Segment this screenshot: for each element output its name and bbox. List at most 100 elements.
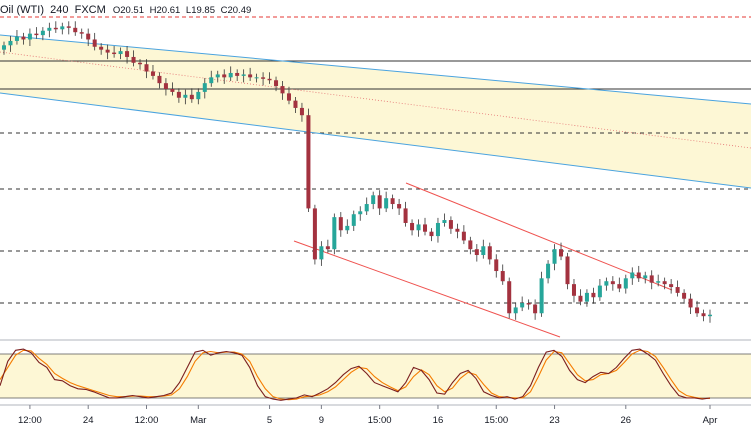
candle-body — [636, 272, 641, 279]
candle — [364, 197, 369, 215]
candle — [552, 244, 557, 271]
candle — [293, 97, 298, 114]
candle-body — [410, 222, 415, 231]
candle-body — [507, 281, 512, 314]
candle — [643, 271, 648, 284]
candle — [358, 206, 363, 221]
candle — [27, 28, 32, 47]
candle-body — [183, 94, 188, 98]
candle-body — [66, 26, 71, 28]
candle — [610, 276, 615, 291]
candle-body — [112, 52, 117, 55]
candle-body — [92, 39, 97, 47]
candle-body — [669, 284, 674, 288]
stochastic-band — [0, 354, 751, 398]
candle — [202, 78, 207, 99]
candle — [617, 277, 622, 293]
candle — [559, 242, 564, 261]
candle-body — [47, 27, 52, 31]
candle-body — [157, 75, 162, 84]
candle — [377, 190, 382, 215]
candle-body — [280, 86, 285, 94]
upper-channel-fill — [0, 35, 751, 188]
candle-body — [299, 107, 304, 116]
candle-body — [125, 51, 130, 57]
candle-body — [584, 292, 589, 302]
x-tick-label: 24 — [83, 415, 94, 426]
candle — [688, 293, 693, 314]
candle — [403, 201, 408, 227]
candle — [8, 35, 13, 52]
candle-body — [274, 80, 279, 87]
symbol-name: Oil (WTI) — [0, 4, 44, 16]
x-tick-label: 15:00 — [484, 415, 508, 426]
candle-body — [1, 45, 7, 50]
candle — [92, 32, 97, 51]
candle-body — [86, 33, 91, 40]
candle — [99, 43, 104, 55]
candle — [274, 76, 279, 92]
candle — [40, 27, 45, 41]
stochastic-oscillator — [0, 348, 711, 401]
low-value: L19.85 — [185, 5, 215, 16]
candle — [513, 302, 518, 320]
candle — [66, 21, 71, 35]
candle-body — [21, 36, 26, 40]
candle-body — [546, 263, 551, 279]
candle — [299, 102, 304, 122]
candle-body — [474, 249, 479, 256]
candle-body — [455, 228, 460, 232]
x-tick-label: 15:00 — [368, 415, 392, 426]
candle — [481, 239, 486, 259]
candle — [131, 50, 136, 67]
candle — [125, 46, 130, 64]
candle — [222, 69, 227, 84]
candle-body — [384, 198, 389, 209]
candle — [707, 309, 713, 323]
chart-header: Oil (WTI) 240 FXCM O20.51 H20.61 L19.85 … — [0, 4, 254, 16]
x-tick-label: 23 — [549, 415, 560, 426]
candle — [578, 289, 583, 306]
candle — [228, 66, 233, 81]
candle — [675, 280, 680, 297]
candle — [144, 59, 149, 79]
candle-body — [565, 256, 570, 285]
candle — [371, 191, 376, 210]
candle — [507, 277, 512, 319]
candle — [189, 88, 194, 103]
candle-body — [73, 27, 78, 33]
candle — [423, 217, 428, 236]
candle — [261, 72, 266, 86]
candle-body — [325, 246, 330, 250]
candle-body — [403, 208, 408, 223]
candle-body — [682, 292, 687, 299]
candle-body — [571, 284, 576, 296]
candle — [254, 73, 259, 83]
candle — [345, 219, 350, 234]
candle — [53, 21, 58, 33]
candle — [520, 296, 525, 312]
candle-body — [513, 307, 518, 314]
candle — [656, 274, 661, 287]
candle-body — [40, 30, 45, 36]
candle-body — [118, 51, 123, 55]
candle-body — [500, 271, 505, 282]
candle — [86, 28, 91, 47]
candle-body — [364, 204, 369, 212]
candle-body — [286, 93, 291, 101]
candle — [338, 212, 343, 237]
x-tick-label: 26 — [621, 415, 632, 426]
candle-body — [150, 71, 155, 76]
candle — [416, 219, 421, 237]
candle — [79, 28, 84, 39]
candle-body — [261, 77, 266, 79]
candle-body — [520, 303, 525, 308]
candle-body — [526, 303, 531, 305]
high-value: H20.61 — [149, 5, 181, 16]
candle-body — [617, 284, 622, 289]
candle-body — [105, 49, 110, 53]
candle-body — [215, 74, 220, 78]
candle — [1, 41, 7, 55]
candle-body — [267, 78, 272, 81]
candle-body — [351, 214, 356, 226]
